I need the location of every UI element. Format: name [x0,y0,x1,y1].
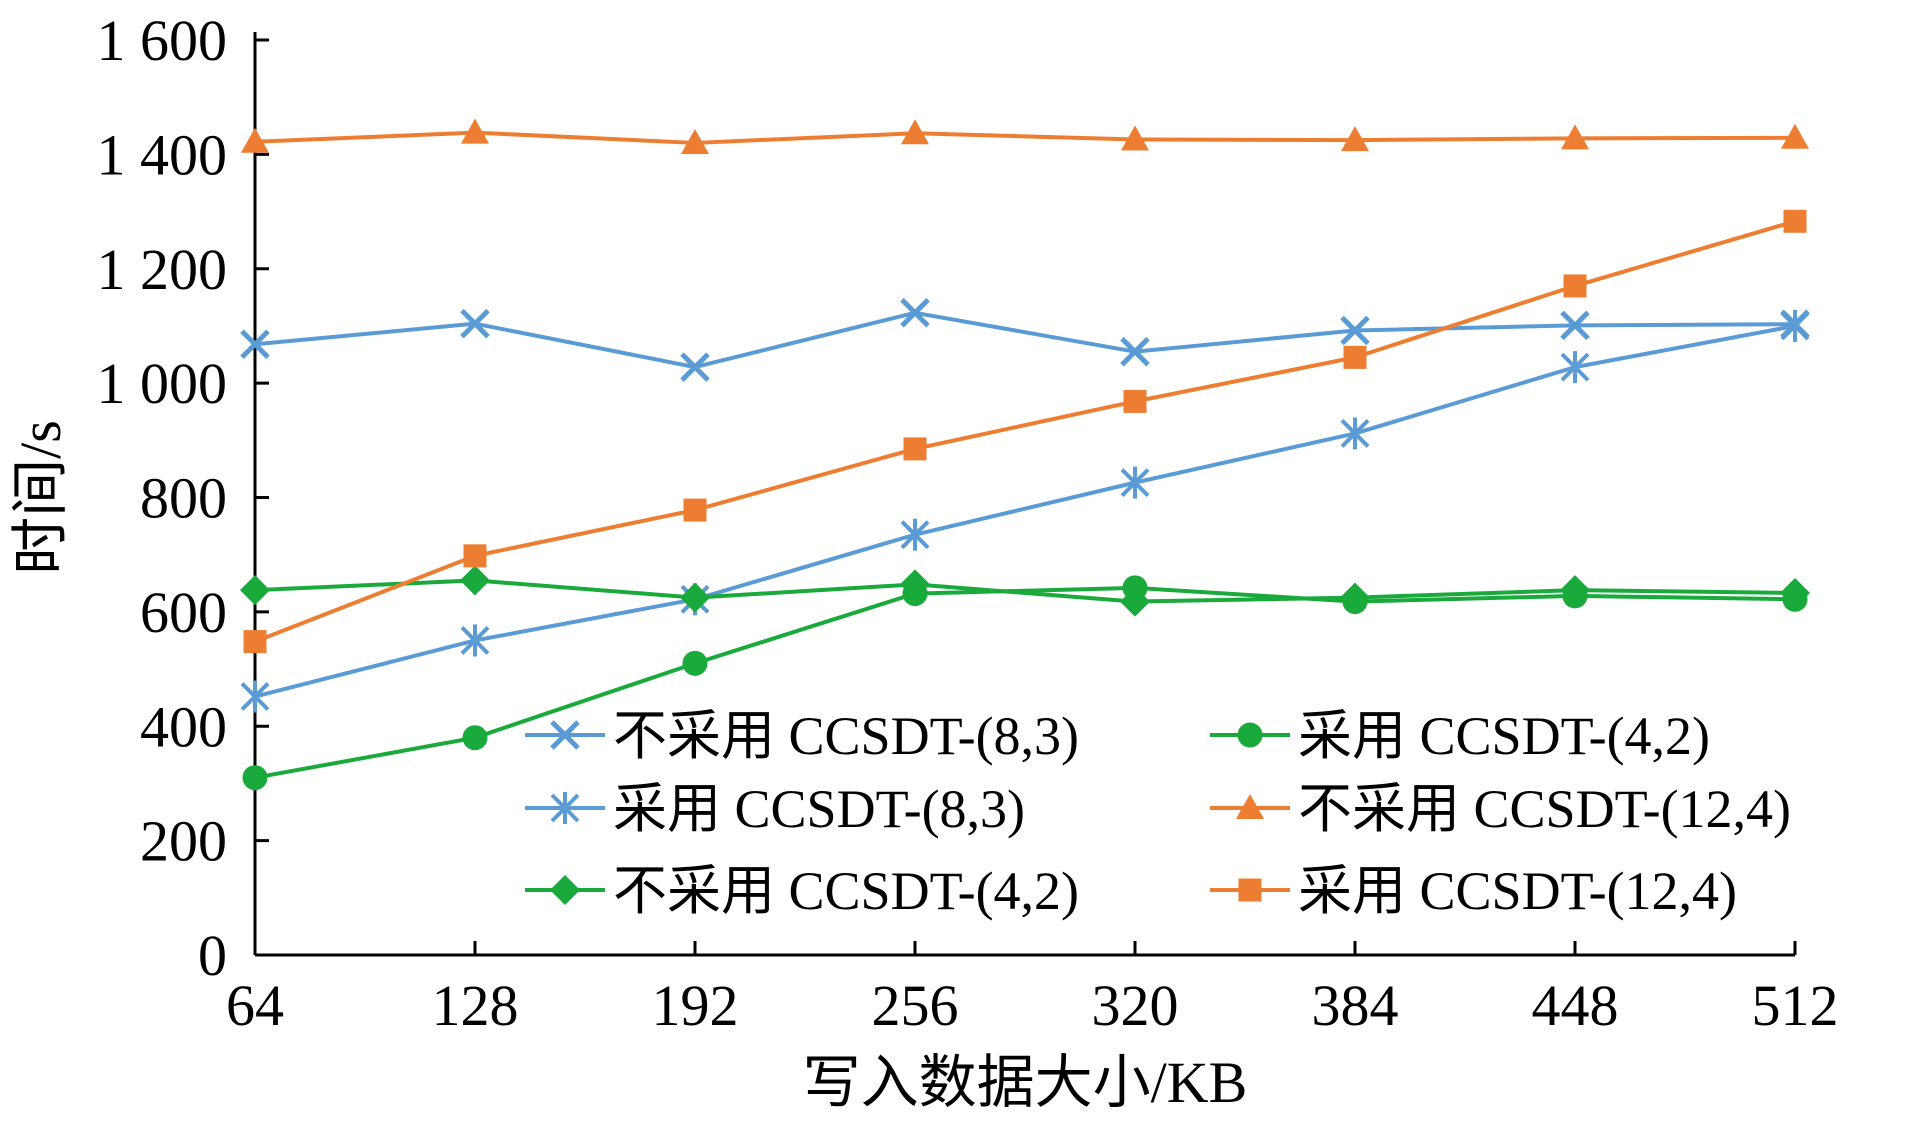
legend: 不采用 CCSDT-(8,3) 采用 CCSDT-(8,3) 不采用 CCSDT-(… [525,706,1791,921]
legend-item: 不采用 CCSDT-(8,3) [525,706,1079,766]
data-point [900,518,930,551]
legend-item: 不采用 CCSDT-(4,2) [525,861,1079,921]
data-point [1120,336,1150,367]
legend-label: 采用 CCSDT-(8,3) [613,779,1025,839]
data-point [683,498,707,522]
x-tick-label: 256 [872,973,959,1038]
legend-label: 不采用 CCSDT-(8,3) [613,706,1079,766]
legend-label: 采用 CCSDT-(12,4) [1298,861,1737,921]
data-point [682,650,708,676]
series-5 [241,118,1809,154]
legend-label: 不采用 CCSDT-(12,4) [1298,779,1791,839]
data-point [1340,315,1370,346]
data-point [1780,309,1810,342]
data-point [240,329,270,360]
series-line [254,578,1796,604]
data-point [1782,586,1808,612]
series-1 [240,298,1810,382]
x-tick-label: 320 [1092,973,1179,1038]
y-tick-label: 1 200 [97,237,228,302]
data-point [240,680,270,713]
y-tick-label: 200 [140,809,227,874]
x-tick-label: 192 [652,973,739,1038]
data-point [901,119,929,145]
data-point [1121,125,1149,151]
y-tick-label: 1 600 [97,8,228,73]
legend-marker [550,792,580,824]
series-line [254,130,1796,145]
legend-marker [550,875,580,905]
data-point [1340,417,1370,450]
y-tick-label: 600 [140,580,227,645]
data-point [1783,209,1807,233]
legend-marker [1237,722,1263,748]
legend-item: 采用 CCSDT-(12,4) [1210,861,1737,921]
data-point [1120,466,1150,499]
data-point [680,582,710,613]
x-tick-label: 512 [1752,973,1839,1038]
data-point [462,725,488,751]
y-tick-label: 0 [198,923,227,988]
data-point [1122,575,1148,601]
y-tick-label: 1 000 [97,351,228,416]
x-axis-title: 写入数据大小/KB [803,1050,1248,1115]
x-tick-label: 384 [1312,973,1399,1038]
data-point [1563,274,1587,298]
series-2 [240,309,1810,713]
data-point [900,298,930,328]
legend-marker [1238,878,1262,902]
data-point [1781,123,1809,149]
x-tick-label: 64 [226,973,284,1038]
data-point [241,127,269,153]
data-point [242,765,268,791]
data-point [902,581,928,607]
data-point [1123,389,1147,413]
y-axis-title: 时间/s [8,420,73,575]
legend-marker [1236,794,1264,819]
data-point [1560,351,1590,384]
legend-item: 采用 CCSDT-(8,3) [525,779,1025,839]
data-point [1342,589,1368,615]
y-tick-label: 1 400 [97,122,228,187]
series-line [254,219,1796,644]
data-point [460,308,490,339]
y-tick-label: 400 [140,694,227,759]
data-point [240,575,270,606]
data-point [1562,583,1588,609]
axes: 0 200 400 600 800 1 000 1 200 1 400 1 600 64 128 19… [97,8,1839,1038]
data-point [681,128,709,154]
data-point [1343,345,1367,369]
data-point [1560,310,1590,341]
series-6 [243,209,1807,654]
data-point [680,352,710,382]
data-point [243,630,267,654]
data-point [463,544,487,568]
y-tick-label: 800 [140,466,227,531]
series-4 [242,575,1808,791]
data-point [1561,124,1589,150]
series-line [254,323,1796,699]
series-line [254,585,1796,780]
data-point [460,624,490,657]
x-tick-label: 128 [432,973,519,1038]
legend-item: 不采用 CCSDT-(12,4) [1210,779,1791,839]
x-tick-label: 448 [1532,973,1619,1038]
data-point [1341,126,1369,152]
legend-item: 采用 CCSDT-(4,2) [1210,706,1710,766]
legend-label: 不采用 CCSDT-(4,2) [613,861,1079,921]
data-point [461,118,489,144]
series-line [254,310,1796,370]
data-point [903,437,927,461]
legend-label: 采用 CCSDT-(4,2) [1298,706,1710,766]
legend-marker [550,720,580,750]
data-point [460,565,490,596]
series-layer [240,118,1810,791]
